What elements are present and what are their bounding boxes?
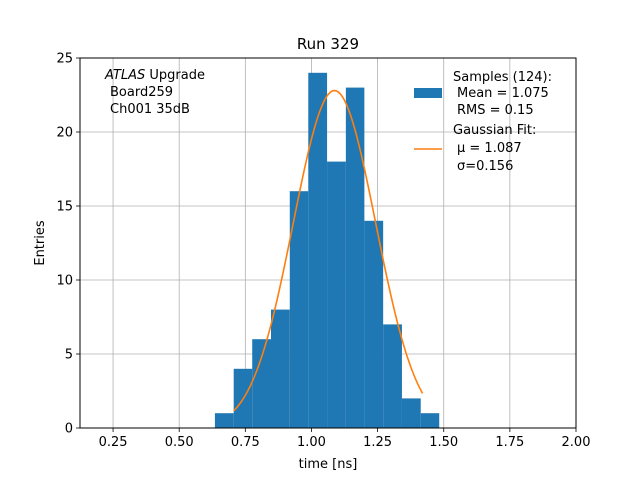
fit-curve — [233, 89, 424, 412]
histogram-bar — [308, 72, 328, 429]
y-tick-label: 25 — [56, 52, 73, 67]
histogram-bar — [252, 339, 271, 428]
histogram-bar — [345, 87, 365, 428]
x-tick-label: 0.50 — [165, 435, 194, 450]
legend-fit-mu: μ = 1.087 — [457, 141, 522, 156]
histogram-bar — [364, 220, 384, 428]
histogram-bar — [383, 324, 402, 428]
legend-fit-sigma: σ=0.156 — [457, 159, 513, 174]
legend: Samples (124): Mean = 1.075 RMS = 0.15 G… — [414, 70, 552, 174]
histogram-bars — [214, 72, 440, 429]
legend-samples-mean: Mean = 1.075 — [457, 86, 549, 101]
y-tick-label: 20 — [56, 126, 73, 141]
chart-title: Run 329 — [297, 35, 359, 53]
x-axis-label: time [ns] — [299, 457, 358, 472]
x-tick-label: 2.00 — [562, 435, 591, 450]
x-tick-label: 1.75 — [495, 435, 524, 450]
svg-text:ATLAS Upgrade: ATLAS Upgrade — [104, 68, 205, 83]
gaussian-fit-line — [233, 89, 424, 412]
y-tick-label: 15 — [56, 200, 73, 215]
histogram-bar — [270, 309, 290, 428]
y-tick-label: 10 — [56, 274, 73, 289]
x-tick-label: 1.00 — [297, 435, 326, 450]
histogram-bar — [214, 413, 234, 428]
annotation-channel: Ch001 35dB — [110, 102, 190, 117]
annotation-upgrade: Upgrade — [145, 68, 205, 83]
x-tick-label: 1.50 — [429, 435, 458, 450]
histogram-bar — [401, 398, 421, 428]
legend-swatch-samples — [414, 88, 442, 98]
x-tick-label: 1.25 — [363, 435, 392, 450]
histogram-bar — [420, 413, 440, 428]
histogram-bar — [327, 161, 346, 428]
y-axis-ticks: 0 5 10 15 20 25 — [56, 52, 80, 437]
legend-label-samples: Samples (124): — [453, 70, 552, 85]
legend-label-fit: Gaussian Fit: — [453, 123, 536, 138]
x-tick-label: 0.75 — [231, 435, 260, 450]
histogram-bar — [289, 191, 309, 428]
x-tick-label: 0.25 — [99, 435, 128, 450]
annotation-atlas-italic: ATLAS — [104, 68, 145, 83]
y-tick-label: 0 — [65, 422, 73, 437]
plot-frame — [79, 57, 577, 429]
y-tick-label: 5 — [65, 348, 73, 363]
x-axis-ticks: 0.25 0.50 0.75 1.00 1.25 1.50 1.75 2.00 — [99, 428, 591, 450]
y-axis-label: Entries — [33, 220, 48, 266]
annotation-board: Board259 — [110, 85, 173, 100]
detector-annotation: ATLAS Upgrade Board259 Ch001 35dB — [104, 68, 205, 117]
legend-samples-rms: RMS = 0.15 — [457, 103, 534, 118]
